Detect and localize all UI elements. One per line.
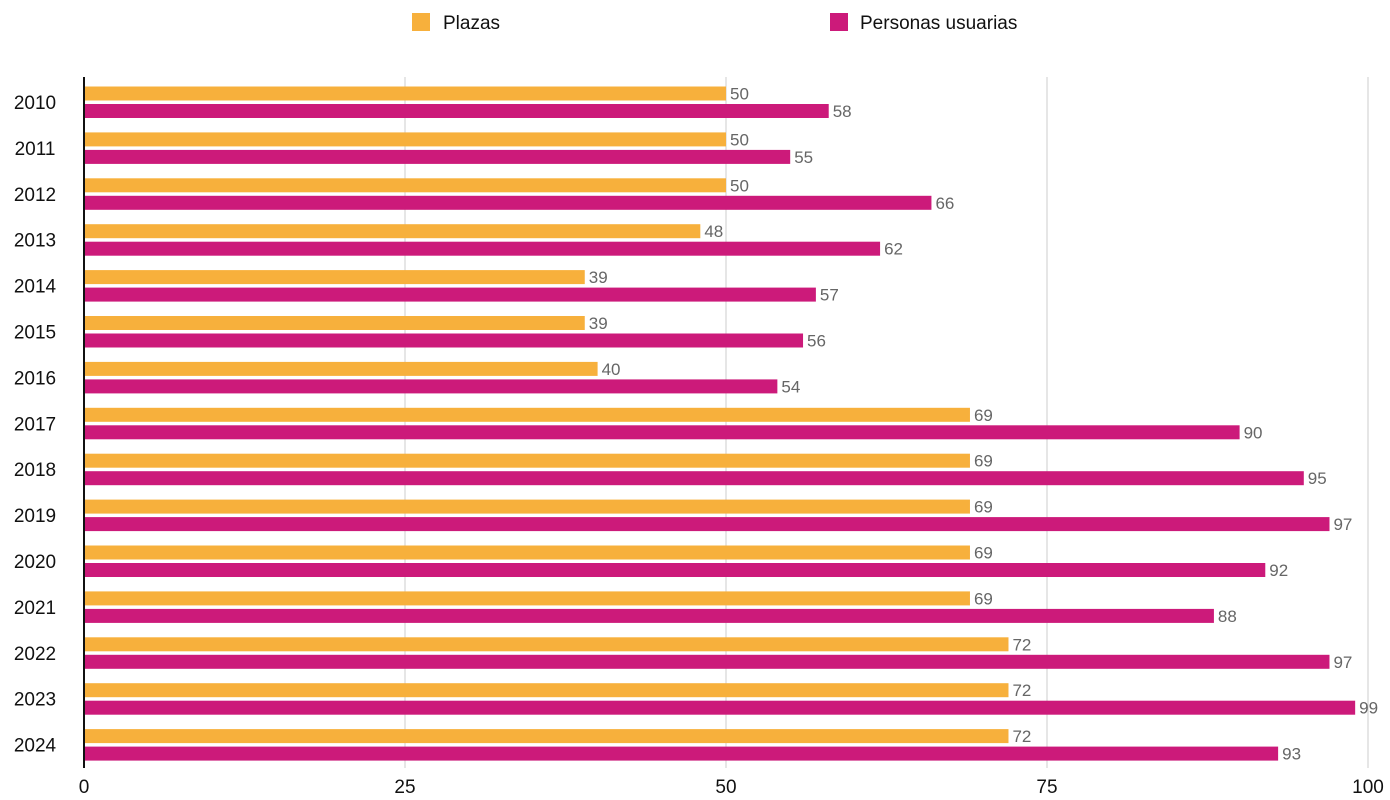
- bar-personas-usuarias: [84, 608, 1214, 623]
- data-labels: 50 58 50 55 50 66 48 62 39 57 39 56 40 54 69 90 69 95 69 97…: [589, 85, 1378, 764]
- data-label: 95: [1308, 469, 1327, 488]
- bar-personas-usuarias: [84, 379, 778, 394]
- bar-personas-usuarias: [84, 241, 881, 256]
- bar-personas-usuarias: [84, 700, 1356, 715]
- bar-personas-usuarias: [84, 149, 791, 164]
- data-label: 62: [884, 240, 903, 259]
- bar-plazas: [84, 270, 585, 285]
- bar-plazas: [84, 132, 726, 147]
- data-label: 40: [602, 360, 621, 379]
- y-tick-label: 2018: [14, 460, 56, 481]
- data-label: 93: [1282, 745, 1301, 764]
- bar-plazas: [84, 224, 701, 239]
- data-label: 58: [833, 102, 852, 121]
- x-tick-label: 100: [1352, 777, 1384, 795]
- data-label: 50: [730, 85, 749, 104]
- legend-label: Personas usuarias: [860, 13, 1017, 34]
- legend-swatch: [412, 13, 430, 31]
- data-label: 69: [974, 452, 993, 471]
- bar-personas-usuarias: [84, 517, 1330, 532]
- data-label: 66: [935, 194, 954, 213]
- legend: Plazas Personas usuarias: [412, 13, 1017, 34]
- x-tick-label: 0: [79, 777, 90, 795]
- bar-personas-usuarias: [84, 195, 932, 210]
- data-label: 69: [974, 544, 993, 563]
- data-label: 69: [974, 589, 993, 608]
- data-label: 72: [1012, 635, 1031, 654]
- y-tick-label: 2020: [14, 552, 56, 573]
- bar-plazas: [84, 453, 970, 468]
- bar-personas-usuarias: [84, 333, 804, 348]
- data-label: 99: [1359, 699, 1378, 718]
- x-tick-label: 50: [715, 777, 736, 795]
- y-tick-label: 2012: [14, 185, 56, 206]
- y-tick-label: 2024: [14, 736, 57, 757]
- bar-plazas: [84, 361, 598, 376]
- bar-personas-usuarias: [84, 471, 1304, 486]
- bar-personas-usuarias: [84, 654, 1330, 669]
- data-label: 72: [1012, 727, 1031, 746]
- bar-personas-usuarias: [84, 425, 1240, 440]
- bar-plazas: [84, 545, 970, 560]
- y-tick-label: 2014: [14, 277, 57, 298]
- data-label: 48: [704, 222, 723, 241]
- bar-personas-usuarias: [84, 104, 829, 118]
- data-label: 92: [1269, 561, 1288, 580]
- y-tick-label: 2013: [14, 231, 56, 252]
- data-label: 90: [1244, 423, 1263, 442]
- y-tick-label: 2015: [14, 323, 56, 344]
- y-tick-label: 2011: [15, 139, 56, 160]
- data-label: 72: [1012, 681, 1031, 700]
- data-label: 88: [1218, 607, 1237, 626]
- data-label: 50: [730, 176, 749, 195]
- bars: [84, 86, 1356, 761]
- bar-plazas: [84, 729, 1009, 744]
- axes: 0 25 50 75 100 2010 2011 2012 2013 2014 2015 2016 20…: [14, 77, 1384, 798]
- bar-personas-usuarias: [84, 287, 816, 302]
- bar-plazas: [84, 178, 726, 193]
- y-tick-label: 2023: [14, 690, 56, 711]
- x-tick-label: 75: [1036, 777, 1057, 795]
- data-label: 39: [589, 268, 608, 287]
- bar-plazas: [84, 86, 726, 101]
- data-label: 50: [730, 130, 749, 149]
- data-label: 97: [1333, 515, 1352, 534]
- bar-plazas: [84, 591, 970, 606]
- legend-swatch: [830, 13, 848, 31]
- bar-plazas: [84, 637, 1009, 652]
- y-tick-label: 2017: [14, 414, 56, 435]
- y-tick-label: 2010: [14, 93, 56, 114]
- data-label: 69: [974, 406, 993, 425]
- data-label: 57: [820, 286, 839, 305]
- bar-personas-usuarias: [84, 746, 1279, 761]
- data-label: 97: [1333, 653, 1352, 672]
- data-label: 54: [781, 377, 800, 396]
- y-tick-label: 2022: [14, 644, 56, 665]
- x-tick-label: 25: [394, 777, 415, 795]
- bar-personas-usuarias: [84, 563, 1266, 577]
- y-tick-label: 2021: [14, 598, 56, 619]
- y-tick-label: 2016: [14, 368, 56, 389]
- legend-label: Plazas: [443, 13, 500, 34]
- bar-plazas: [84, 407, 970, 422]
- data-label: 56: [807, 332, 826, 351]
- data-label: 69: [974, 498, 993, 517]
- data-label: 39: [589, 314, 608, 333]
- data-label: 55: [794, 148, 813, 167]
- y-tick-label: 2019: [14, 506, 56, 527]
- bar-plazas: [84, 683, 1009, 698]
- bar-plazas: [84, 316, 585, 330]
- bar-plazas: [84, 499, 970, 514]
